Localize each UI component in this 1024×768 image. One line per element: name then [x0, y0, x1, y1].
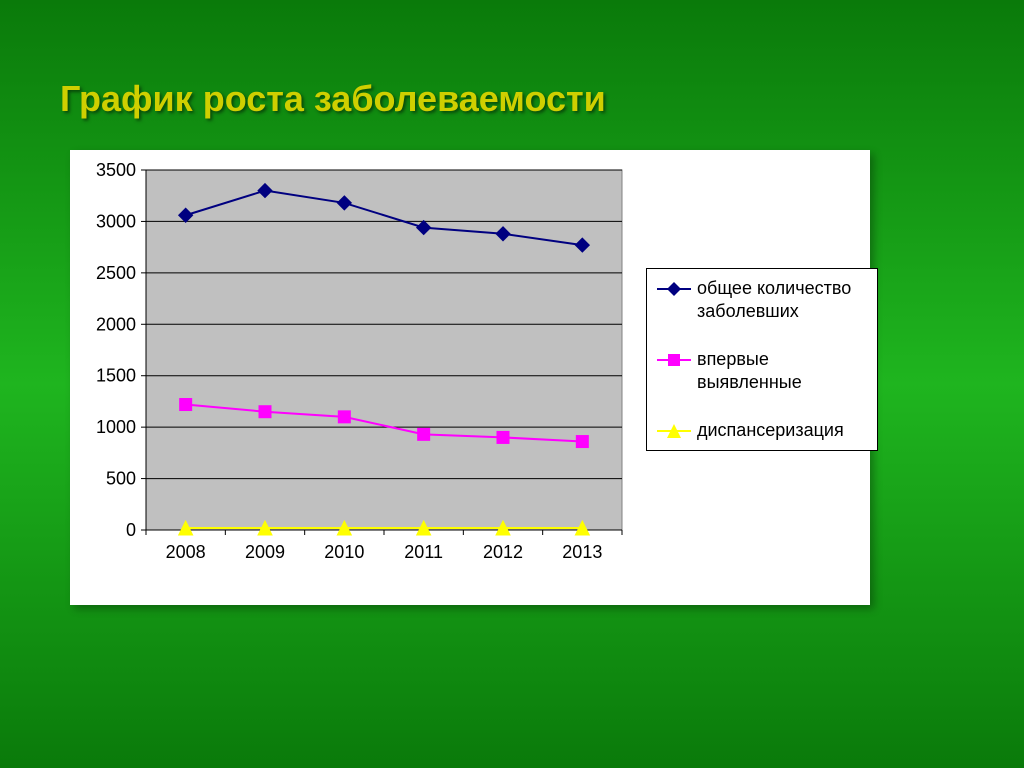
legend-label: диспансеризация	[697, 419, 844, 442]
svg-text:1000: 1000	[96, 417, 136, 437]
svg-text:2500: 2500	[96, 263, 136, 283]
legend-item: диспансеризация	[657, 419, 867, 442]
legend-label: общее количество заболевших	[697, 277, 857, 324]
slide: График роста заболеваемости 0 500 1000 1500…	[0, 0, 1024, 768]
svg-text:2000: 2000	[96, 314, 136, 334]
legend-item: общее количество заболевших	[657, 277, 867, 324]
svg-text:3000: 3000	[96, 211, 136, 231]
legend-swatch	[657, 281, 691, 297]
svg-text:2010: 2010	[324, 542, 364, 562]
chart-container: 0 500 1000 1500 2000 2500 3000 3500 2008 2009 2010…	[70, 150, 870, 605]
svg-text:2013: 2013	[562, 542, 602, 562]
svg-text:0: 0	[126, 520, 136, 540]
legend-swatch	[657, 423, 691, 439]
svg-text:2009: 2009	[245, 542, 285, 562]
svg-text:3500: 3500	[96, 160, 136, 180]
svg-text:2012: 2012	[483, 542, 523, 562]
svg-text:1500: 1500	[96, 366, 136, 386]
page-title: График роста заболеваемости	[60, 78, 606, 120]
legend-label: впервые выявленные	[697, 348, 857, 395]
svg-text:2008: 2008	[166, 542, 206, 562]
legend-swatch	[657, 352, 691, 368]
svg-text:500: 500	[106, 469, 136, 489]
svg-text:2011: 2011	[404, 542, 443, 562]
legend: общее количество заболевших впервые выявл…	[646, 268, 878, 451]
legend-item: впервые выявленные	[657, 348, 867, 395]
